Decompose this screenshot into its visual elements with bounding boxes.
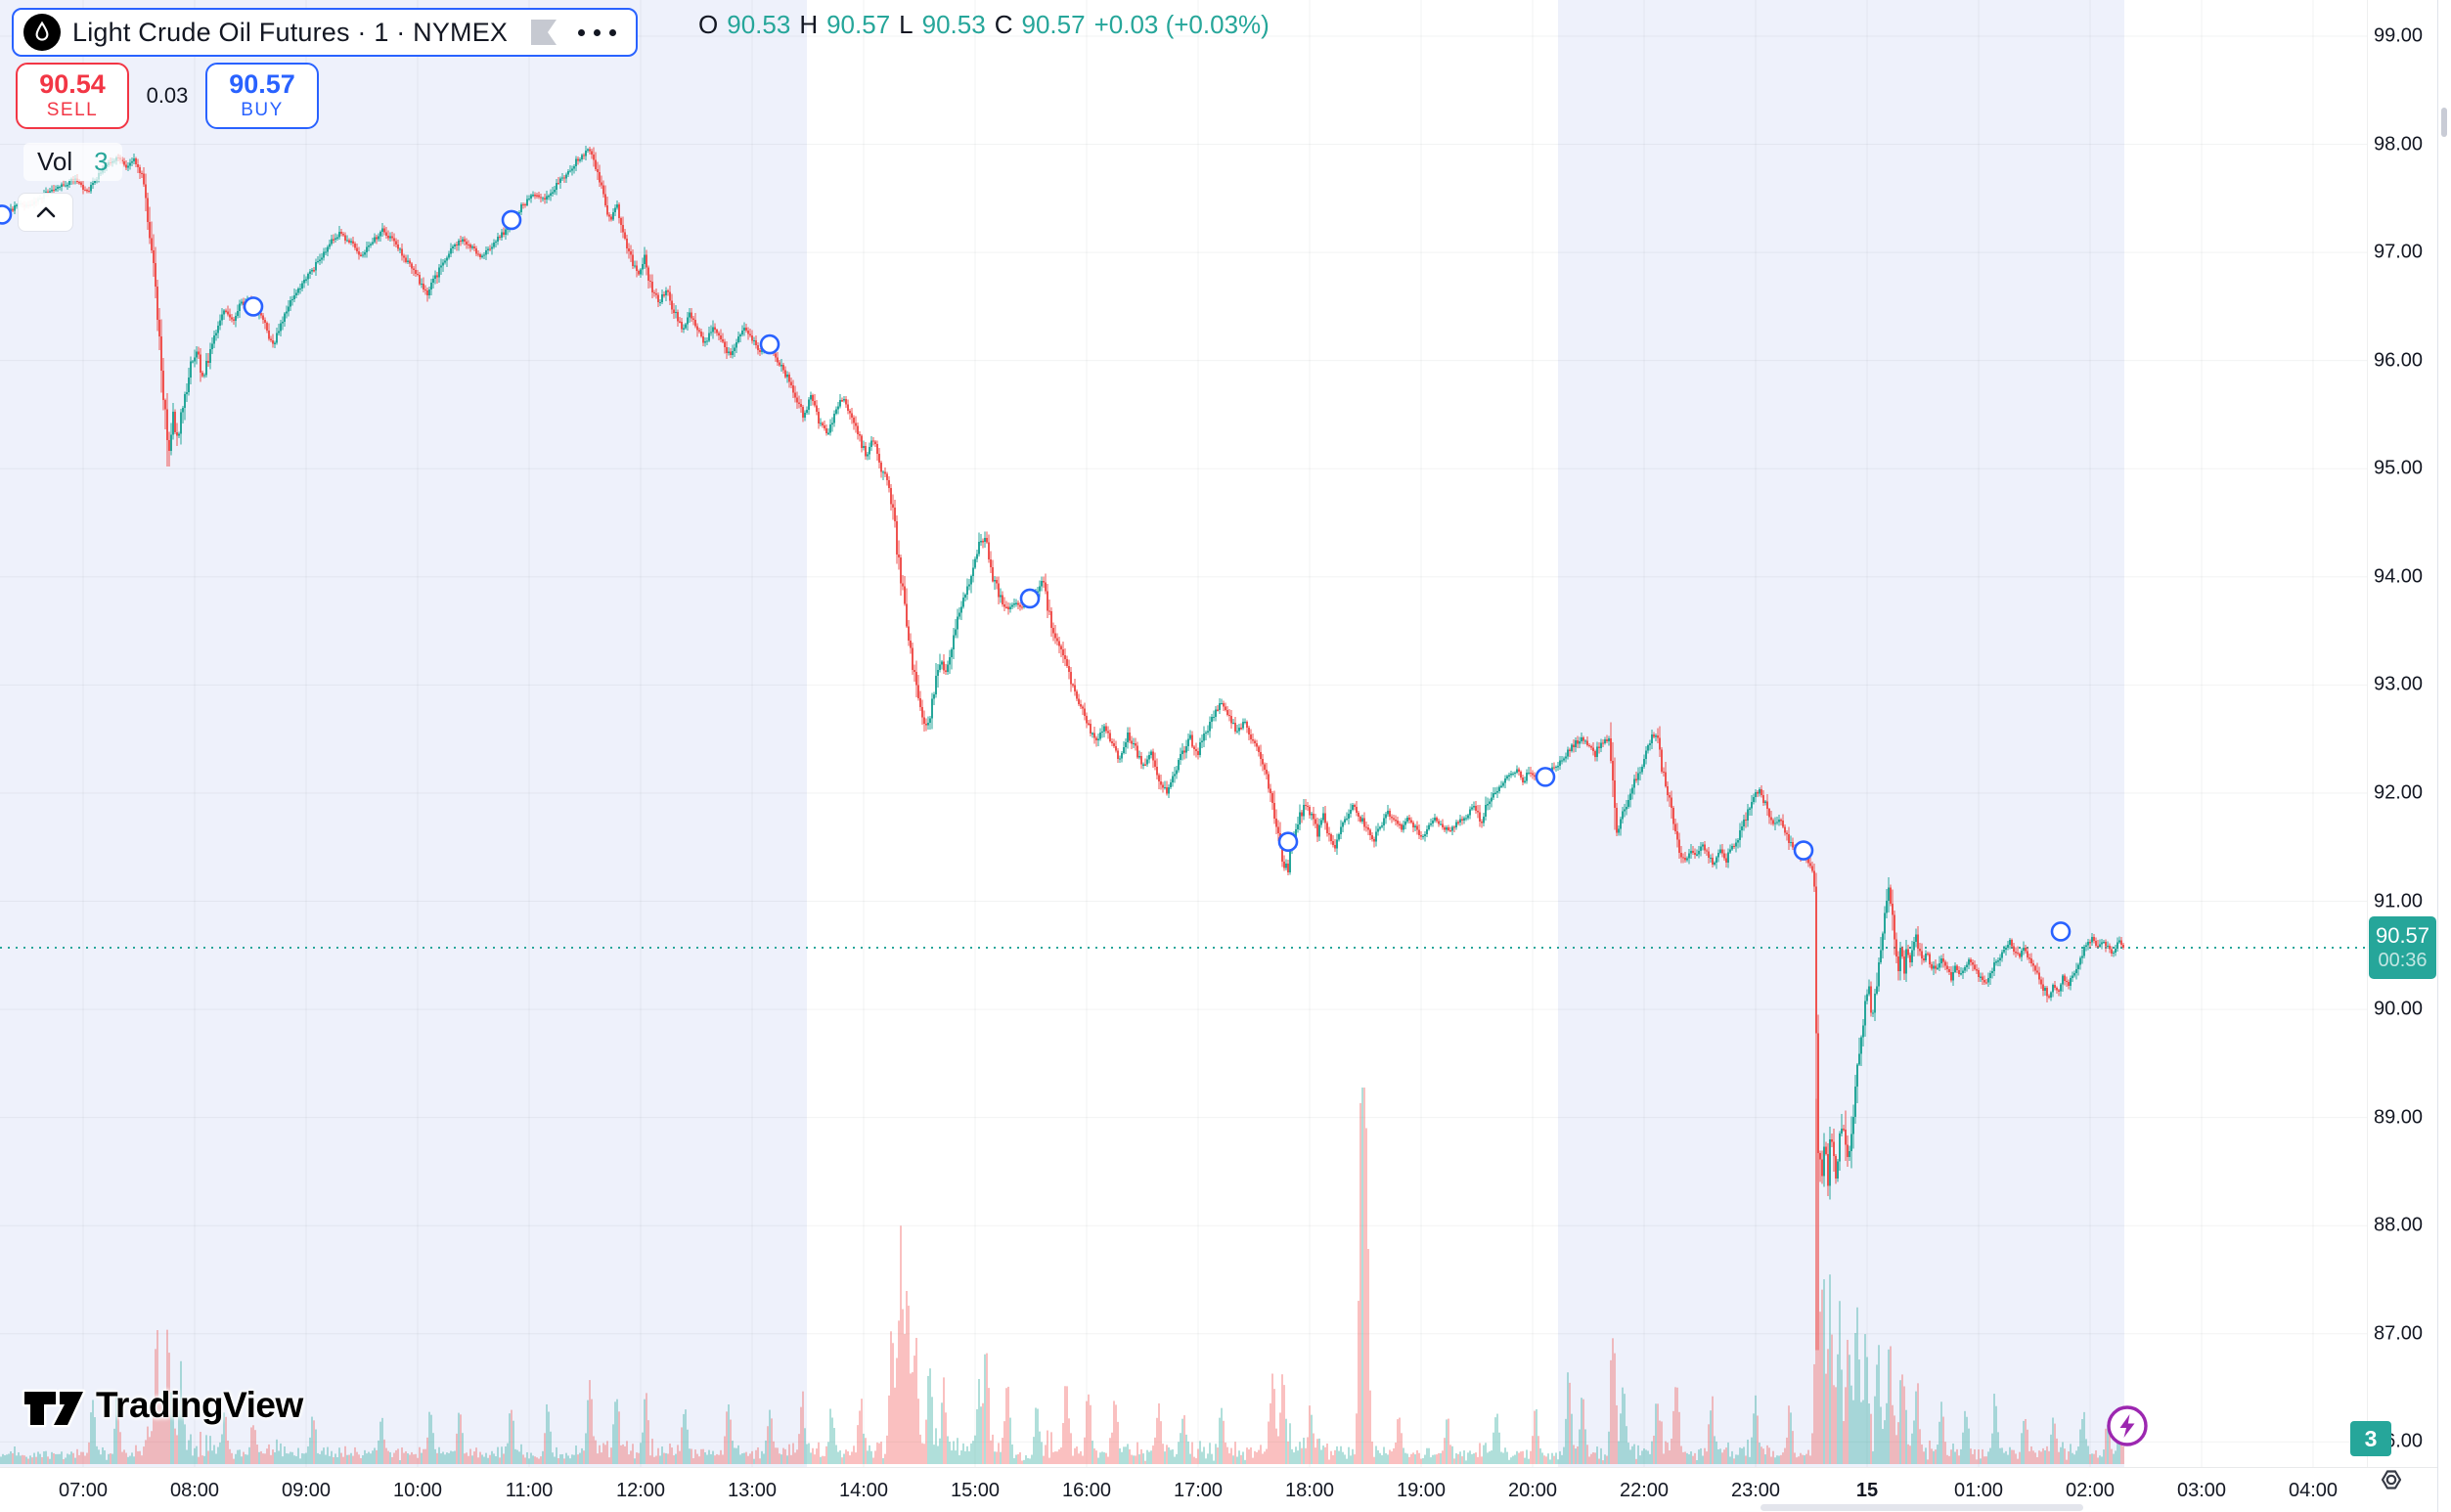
sell-price: 90.54	[39, 69, 106, 99]
time-axis-label: 11:00	[505, 1480, 554, 1501]
volume-legend-label: Vol	[37, 147, 73, 176]
last-price-value: 90.57	[2375, 923, 2430, 948]
close-label: C	[994, 9, 1013, 39]
ohlc-readout: O 90.53 H 90.57 L 90.53 C 90.57 +0.03 (+…	[698, 9, 1270, 39]
time-axis-label: 23:00	[1730, 1480, 1781, 1501]
chevron-up-icon	[36, 206, 55, 218]
time-axis[interactable]: 07:00 08:00 09:00 10:00 11:00 12:00 13:00 14:00…	[0, 1467, 2451, 1512]
time-axis-label: 08:00	[169, 1480, 220, 1501]
more-options-icon[interactable]	[576, 25, 618, 40]
time-axis-label: 22:00	[1619, 1480, 1670, 1501]
flag-icon[interactable]	[529, 19, 558, 46]
last-price-badge: 90.57 00:36	[2369, 916, 2436, 979]
time-axis-label: 10:00	[392, 1480, 443, 1501]
bar-countdown: 00:36	[2378, 950, 2428, 971]
price-axis-label: 96.00	[2374, 349, 2424, 372]
axis-settings-icon[interactable]	[2375, 1463, 2408, 1501]
time-axis-label: 12:00	[615, 1480, 666, 1501]
price-axis-label: 88.00	[2374, 1214, 2424, 1236]
symbol-toolbar[interactable]: Light Crude Oil Futures · 1 · NYMEX	[12, 8, 639, 57]
time-axis-label: 04:00	[2288, 1480, 2339, 1501]
low-label: L	[899, 9, 914, 39]
price-axis-label: 87.00	[2374, 1322, 2424, 1345]
oil-drop-logo-icon	[23, 14, 61, 51]
time-scrollbar[interactable]	[1760, 1504, 2083, 1511]
open-label: O	[698, 9, 719, 39]
price-axis-label: 98.00	[2374, 133, 2424, 156]
price-axis-label: 91.00	[2374, 890, 2424, 912]
volume-axis-badge: 3	[2350, 1421, 2391, 1457]
price-axis-label: 99.00	[2374, 24, 2424, 47]
trade-markers	[0, 204, 2072, 942]
time-axis-label: 16:00	[1061, 1480, 1112, 1501]
buy-label: BUY	[241, 100, 284, 120]
volume-legend[interactable]: Vol 3	[23, 143, 122, 181]
low-value: 90.53	[921, 9, 986, 39]
price-axis-label: 90.00	[2374, 998, 2424, 1020]
price-axis-label: 92.00	[2374, 781, 2424, 804]
time-axis-label: 15:00	[950, 1480, 1001, 1501]
tradingview-brand-text: TradingView	[96, 1385, 303, 1425]
panel-drag-handle[interactable]	[2441, 108, 2447, 137]
candlestick-chart[interactable]	[0, 0, 2451, 1467]
price-axis[interactable]: 90.57 00:36 3 99.00 98.00 97.00 96.00 95.00 9…	[2350, 0, 2437, 1467]
high-label: H	[799, 9, 819, 39]
time-axis-label: 01:00	[1953, 1480, 2004, 1501]
tradingview-logo[interactable]: TradingView	[22, 1381, 303, 1430]
open-value: 90.53	[727, 9, 791, 39]
buy-button[interactable]: 90.57 BUY	[205, 63, 319, 129]
sell-button[interactable]: 90.54 SELL	[16, 63, 129, 129]
price-axis-label: 94.00	[2374, 565, 2424, 588]
time-axis-label: 09:00	[281, 1480, 332, 1501]
time-axis-label: 03:00	[2176, 1480, 2227, 1501]
spread-value: 0.03	[146, 83, 189, 108]
close-value: 90.57	[1021, 9, 1086, 39]
time-axis-label: 17:00	[1173, 1480, 1224, 1501]
tradingview-monogram-icon	[22, 1389, 86, 1428]
price-axis-label: 95.00	[2374, 457, 2424, 479]
time-axis-label: 14:00	[838, 1480, 889, 1501]
price-axis-label: 89.00	[2374, 1106, 2424, 1129]
collapse-panel-button[interactable]	[18, 193, 73, 232]
time-axis-label: 18:00	[1284, 1480, 1335, 1501]
time-axis-label: 20:00	[1507, 1480, 1558, 1501]
time-axis-label: 07:00	[58, 1480, 109, 1501]
time-axis-label: 15	[1855, 1480, 1879, 1501]
session-bands	[0, 0, 2124, 1467]
lightning-icon[interactable]	[2106, 1404, 2149, 1452]
high-value: 90.57	[826, 9, 891, 39]
time-axis-label: 13:00	[727, 1480, 778, 1501]
buy-price: 90.57	[229, 69, 295, 99]
right-panel-strip	[2437, 0, 2451, 1512]
sell-label: SELL	[46, 100, 99, 120]
volume-legend-value: 3	[94, 147, 109, 176]
price-axis-label: 97.00	[2374, 241, 2424, 263]
time-axis-label: 02:00	[2065, 1480, 2116, 1501]
grid-lines	[0, 0, 2367, 1467]
change-value: +0.03 (+0.03%)	[1093, 9, 1270, 39]
trade-panel: 90.54 SELL 0.03 90.57 BUY	[16, 63, 319, 129]
time-axis-label: 19:00	[1396, 1480, 1447, 1501]
price-axis-label: 93.00	[2374, 673, 2424, 695]
symbol-title: Light Crude Oil Futures · 1 · NYMEX	[72, 17, 509, 47]
